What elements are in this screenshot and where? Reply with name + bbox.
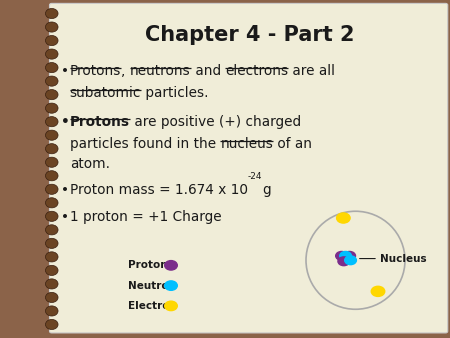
Text: particles.: particles. [141, 86, 209, 100]
Circle shape [337, 213, 350, 223]
Text: are all: are all [288, 64, 335, 78]
Text: •: • [61, 64, 69, 78]
Ellipse shape [45, 252, 58, 262]
Ellipse shape [45, 49, 58, 59]
Text: 1 proton = +1 Charge: 1 proton = +1 Charge [70, 210, 221, 223]
Text: g: g [262, 183, 271, 197]
Circle shape [340, 251, 351, 260]
Ellipse shape [45, 171, 58, 181]
Circle shape [344, 251, 356, 260]
Text: Neutron: Neutron [128, 281, 176, 291]
Ellipse shape [45, 292, 58, 303]
Ellipse shape [45, 144, 58, 154]
Text: electrons: electrons [225, 64, 288, 78]
Text: Proton mass = 1.674 x 10: Proton mass = 1.674 x 10 [70, 183, 248, 197]
Ellipse shape [45, 76, 58, 86]
Text: -24: -24 [248, 172, 262, 182]
Ellipse shape [45, 265, 58, 275]
Text: of an: of an [273, 137, 312, 151]
Text: Electron: Electron [128, 301, 177, 311]
Text: nucleus: nucleus [220, 137, 273, 151]
Ellipse shape [45, 22, 58, 32]
Circle shape [165, 281, 177, 290]
Ellipse shape [45, 319, 58, 330]
Text: are positive (+) charged: are positive (+) charged [130, 115, 301, 129]
Text: subatomic: subatomic [70, 86, 141, 100]
Ellipse shape [45, 130, 58, 140]
Text: particles found in the: particles found in the [70, 137, 220, 151]
Ellipse shape [45, 279, 58, 289]
Ellipse shape [45, 211, 58, 221]
Circle shape [338, 257, 350, 266]
Ellipse shape [45, 157, 58, 167]
Ellipse shape [45, 198, 58, 208]
Text: Chapter 4 - Part 2: Chapter 4 - Part 2 [145, 25, 355, 45]
Circle shape [336, 251, 347, 260]
Circle shape [345, 256, 356, 265]
Ellipse shape [45, 90, 58, 100]
Text: •: • [61, 115, 69, 129]
Ellipse shape [45, 63, 58, 73]
Circle shape [371, 286, 385, 296]
Text: ,: , [121, 64, 130, 78]
Ellipse shape [45, 184, 58, 194]
Ellipse shape [45, 238, 58, 248]
Text: neutrons: neutrons [130, 64, 191, 78]
Text: Nucleus: Nucleus [380, 254, 427, 264]
Circle shape [165, 261, 177, 270]
Text: Proton: Proton [128, 260, 168, 270]
Text: and: and [191, 64, 225, 78]
Ellipse shape [45, 35, 58, 46]
Ellipse shape [45, 225, 58, 235]
Text: Protons: Protons [70, 115, 130, 129]
Circle shape [165, 301, 177, 311]
Text: •: • [61, 183, 69, 197]
Text: atom.: atom. [70, 157, 110, 171]
Ellipse shape [45, 306, 58, 316]
Ellipse shape [45, 8, 58, 19]
Text: Protons: Protons [70, 64, 121, 78]
FancyBboxPatch shape [50, 3, 448, 333]
Ellipse shape [45, 103, 58, 113]
Ellipse shape [45, 117, 58, 127]
Text: •: • [61, 210, 69, 223]
